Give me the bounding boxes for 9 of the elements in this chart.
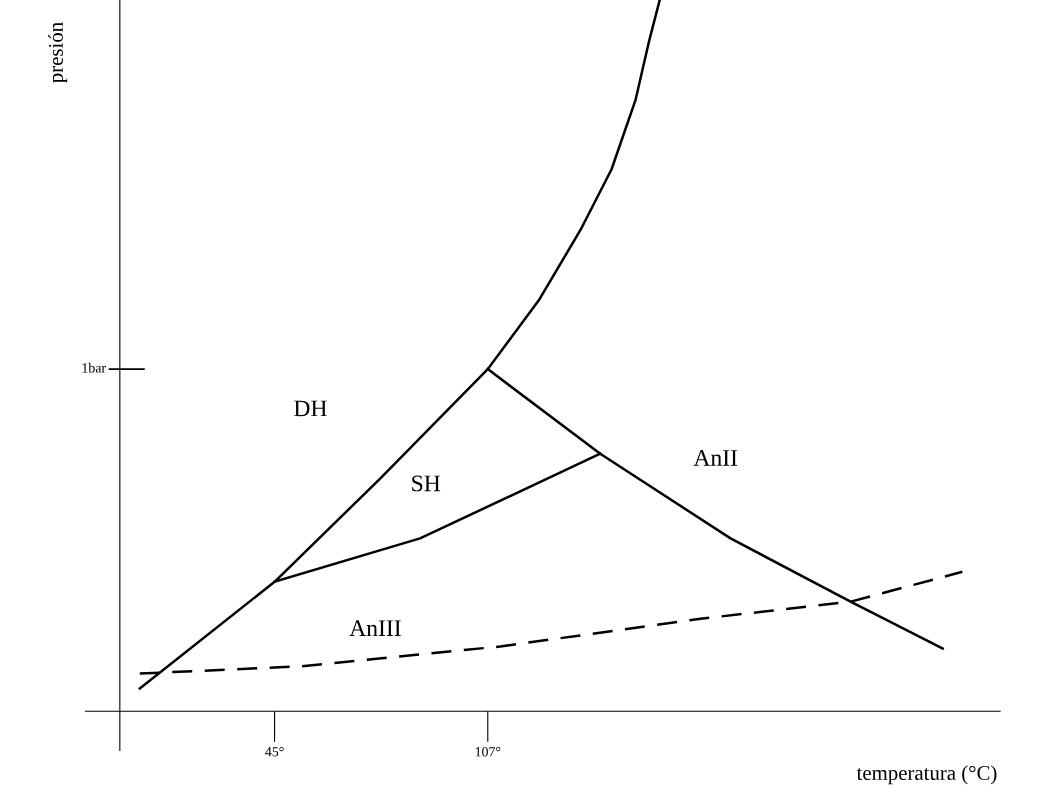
ref-line-label: 1bar [82,362,106,373]
x-tick-label: 45° [265,747,284,757]
annotation: AnIII [349,620,401,636]
x-tick-label: 107° [475,747,501,757]
annotation: DH [294,400,327,417]
annotation: AnII [693,450,738,466]
y-axis-title: presión [48,22,68,83]
annotation: SH [412,475,441,492]
x-axis-title: temperatura (°C) [856,765,997,785]
